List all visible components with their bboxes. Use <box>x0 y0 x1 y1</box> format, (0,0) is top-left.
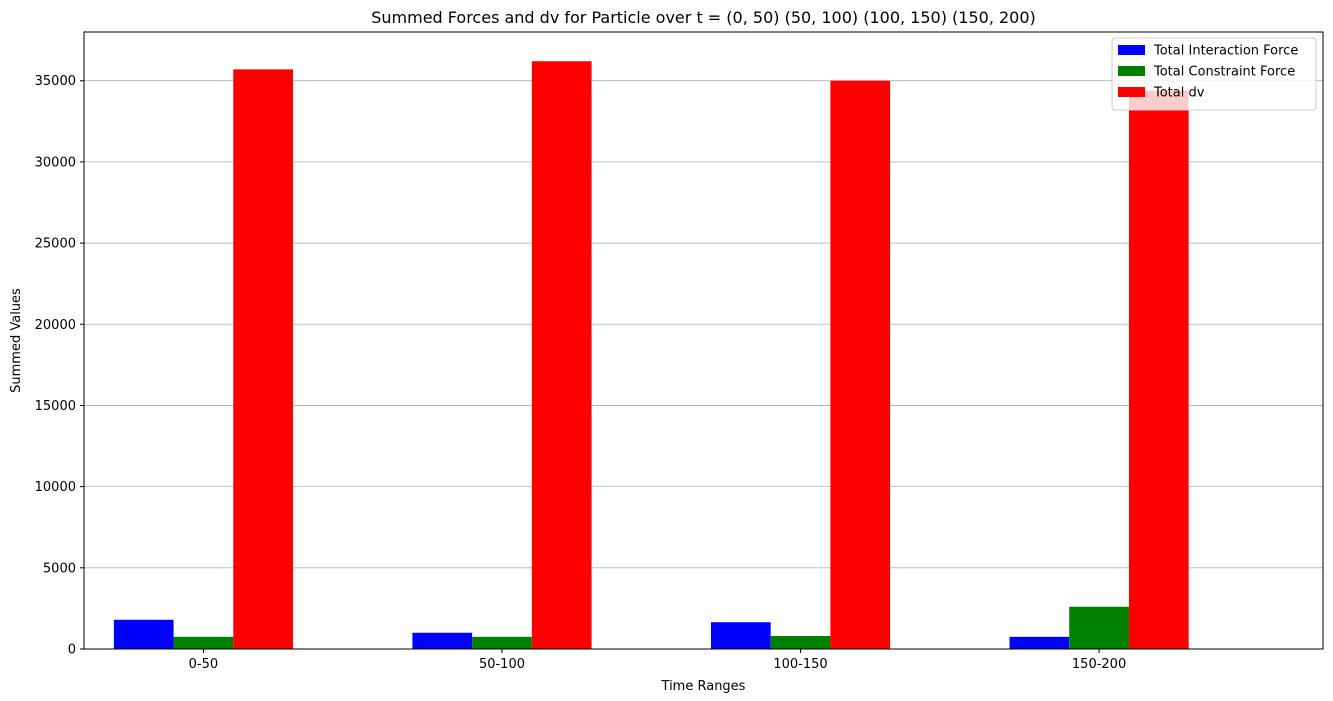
bar-total-dv-100-150 <box>830 80 891 650</box>
x-tick-label: 150-200 <box>1072 657 1126 672</box>
x-axis-title: Time Ranges <box>661 679 746 694</box>
y-tick-label: 15000 <box>35 399 76 414</box>
bar-total-constraint-force-0-50 <box>173 636 234 649</box>
x-tick-label: 0-50 <box>189 657 219 672</box>
chart-title: Summed Forces and dv for Particle over t… <box>371 8 1036 27</box>
legend: Total Interaction Force Total Constraint … <box>1111 37 1317 111</box>
y-tick-label: 5000 <box>43 561 76 576</box>
y-tick-label: 35000 <box>35 74 76 89</box>
bar-total-constraint-force-50-100 <box>472 636 532 649</box>
y-tick-label: 0 <box>68 643 76 658</box>
x-tick-label: 100-150 <box>773 657 827 672</box>
y-axis-ticks: 0 5000 10000 15000 20000 25000 30000 35000 <box>35 74 84 658</box>
legend-swatch <box>1118 45 1145 55</box>
legend-swatch <box>1118 87 1145 97</box>
x-tick-label: 50-100 <box>479 657 525 672</box>
bar-total-dv-0-50 <box>233 69 293 650</box>
bar-total-interaction-force-50-100 <box>412 632 473 649</box>
bar-total-dv-150-200 <box>1128 90 1189 649</box>
x-axis-ticks: 0-50 50-100 100-150 150-200 <box>189 649 1126 672</box>
bar-total-interaction-force-150-200 <box>1009 636 1070 649</box>
bar-total-constraint-force-150-200 <box>1069 606 1129 649</box>
plot-frame <box>83 31 1324 650</box>
legend-label: Total Constraint Force <box>1153 65 1295 80</box>
y-axis-title: Summed Values <box>9 288 24 393</box>
bar-total-dv-50-100 <box>531 61 592 649</box>
legend-label: Total dv <box>1153 86 1205 101</box>
bar-total-interaction-force-100-150 <box>710 622 771 649</box>
bar-total-interaction-force-0-50 <box>113 619 174 649</box>
legend-label: Total Interaction Force <box>1153 44 1298 59</box>
y-tick-label: 10000 <box>35 480 76 495</box>
y-tick-label: 20000 <box>35 318 76 333</box>
bars <box>113 61 1189 650</box>
legend-box <box>1111 37 1317 111</box>
bar-total-constraint-force-100-150 <box>770 636 831 649</box>
y-tick-label: 25000 <box>35 237 76 252</box>
legend-swatch <box>1118 66 1145 76</box>
y-tick-label: 30000 <box>35 155 76 170</box>
